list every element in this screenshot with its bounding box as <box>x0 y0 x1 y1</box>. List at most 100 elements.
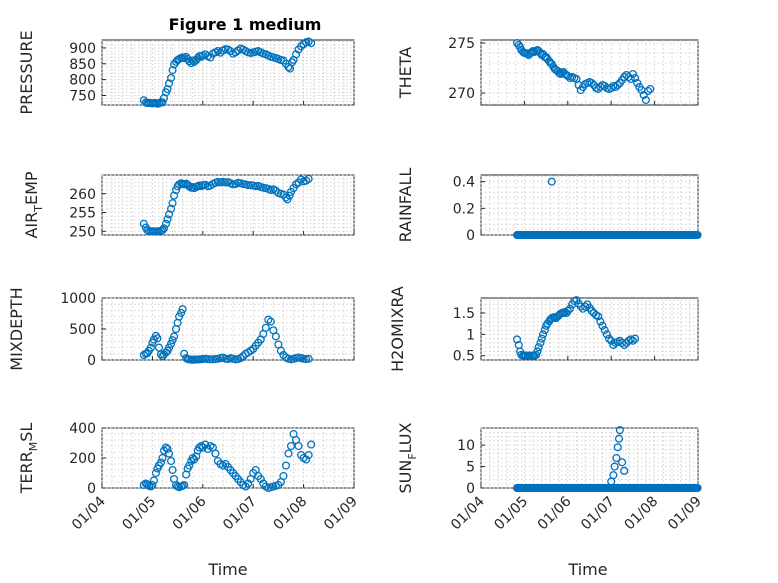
y-axis-label: TERRMSL <box>17 423 40 495</box>
y-tick-label: 0.4 <box>453 175 475 191</box>
data-point <box>614 434 624 443</box>
data-point <box>291 50 301 59</box>
x-tick-label: 01/04 <box>448 493 488 533</box>
data-point <box>158 453 167 463</box>
data-point <box>161 219 171 228</box>
y-tick-label: 1 <box>466 327 475 343</box>
data-point <box>693 483 702 493</box>
data-point <box>149 476 158 485</box>
data-point <box>534 343 543 352</box>
x-tick-label: 01/09 <box>321 494 361 534</box>
axes-frame <box>101 297 355 361</box>
x-tick-label: 01/07 <box>578 494 618 534</box>
y-tick-label: 270 <box>448 86 475 102</box>
y-tick-label: 0 <box>466 228 475 244</box>
data-point <box>620 340 629 350</box>
data-point <box>639 90 648 100</box>
y-axis-label: PRESSURE <box>17 30 36 114</box>
data-point <box>178 305 187 314</box>
data-point <box>607 83 616 93</box>
subplot-airtemp: 250 255 260 AIRTEMP <box>22 171 355 240</box>
data-point <box>271 332 280 341</box>
x-axis-label: Time <box>207 560 247 579</box>
data-point <box>304 174 313 183</box>
data-point <box>617 458 627 467</box>
y-tick-label: 0 <box>87 481 96 497</box>
data-point <box>602 330 611 339</box>
data-point <box>148 480 157 490</box>
subplot-theta: 270 275 THETA <box>396 36 699 106</box>
x-tick-label: 01/09 <box>665 494 705 534</box>
data-point <box>297 42 306 51</box>
data-point <box>286 441 296 451</box>
data-point <box>244 479 253 488</box>
y-tick-label: 260 <box>69 187 96 203</box>
x-tick-label: 01/08 <box>271 494 311 534</box>
data-point <box>156 458 166 467</box>
y-tick-label: 200 <box>69 451 96 467</box>
data-point <box>600 326 609 335</box>
data-point <box>168 465 177 475</box>
data-point <box>587 78 596 88</box>
y-tick-label: 255 <box>69 206 96 222</box>
data-point <box>529 46 538 56</box>
data-point <box>164 449 174 458</box>
y-tick-label: 850 <box>69 57 96 73</box>
y-axis-label: H2OMIXRA <box>388 286 407 372</box>
y-axis-label: AIRTEMP <box>22 171 45 238</box>
data-point <box>208 355 217 364</box>
data-point <box>594 84 603 94</box>
data-point <box>244 181 253 190</box>
data-point <box>612 453 621 463</box>
figure-title: Figure 1 medium <box>169 15 322 34</box>
y-tick-label: 275 <box>448 36 475 52</box>
data-point <box>512 335 522 344</box>
data-point <box>611 82 620 92</box>
y-tick-label: 0.2 <box>453 201 475 217</box>
data-point <box>628 336 637 345</box>
data-point <box>284 449 293 458</box>
y-tick-label: 0.5 <box>453 349 475 365</box>
data-point <box>163 85 172 94</box>
y-tick-label: 5 <box>466 460 475 476</box>
data-point <box>646 84 655 94</box>
data-point <box>166 204 176 213</box>
data-point <box>163 215 172 224</box>
y-tick-label: 500 <box>69 322 96 338</box>
x-tick-label: 01/05 <box>491 494 531 534</box>
x-tick-label: 01/08 <box>622 494 662 534</box>
data-point <box>304 354 313 363</box>
data-point <box>587 306 596 315</box>
y-axis-label: SUNFLUX <box>396 422 419 493</box>
y-tick-label: 1.5 <box>453 306 475 322</box>
data-point <box>628 69 637 79</box>
data-point <box>261 323 270 332</box>
data-point <box>633 78 642 88</box>
subplot-rainfall: 0 0.2 0.4 RAINFALL <box>396 168 702 244</box>
data-point <box>197 441 206 451</box>
data-point <box>620 466 629 475</box>
data-point <box>302 455 311 464</box>
data-point <box>615 426 624 435</box>
axes-frame <box>480 39 699 106</box>
data-point <box>594 312 603 321</box>
data-point <box>168 199 177 208</box>
y-tick-label: 0 <box>87 353 96 369</box>
data-point <box>156 350 166 359</box>
data-point <box>536 338 545 347</box>
data-point <box>164 79 174 88</box>
data-point <box>581 302 590 311</box>
data-point <box>555 68 564 78</box>
data-point <box>596 317 605 326</box>
data-point <box>631 73 640 83</box>
data-point <box>163 444 172 454</box>
y-axis-label: MIXDEPTH <box>7 287 26 370</box>
subplot-mixdepth: 0 500 1000 MIXDEPTH <box>7 287 355 371</box>
data-point <box>158 226 167 235</box>
x-tick-label: 01/07 <box>220 494 260 534</box>
subplot-h2omixra: 0.5 1 1.5 H2OMIXRA <box>388 286 699 372</box>
data-point <box>201 440 210 449</box>
y-tick-label: 1000 <box>60 291 96 307</box>
